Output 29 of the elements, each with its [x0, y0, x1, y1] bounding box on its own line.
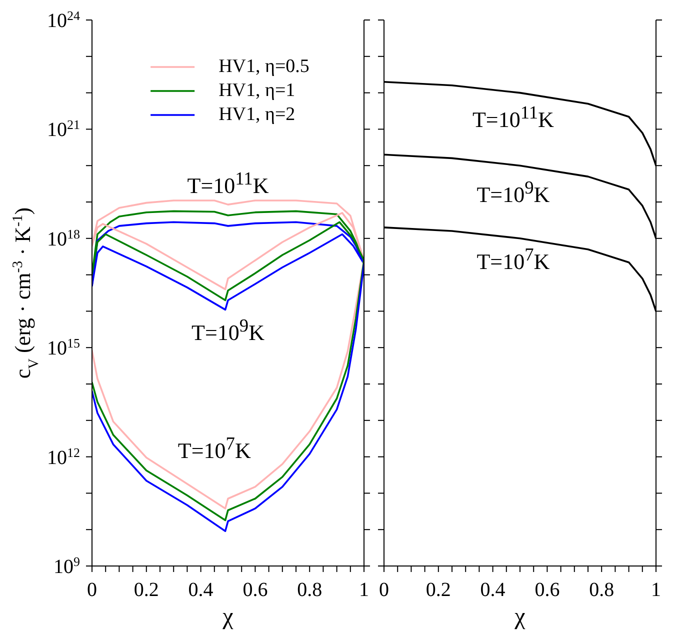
- x-tick-label: 0.8: [297, 579, 322, 601]
- x-tick-label: 0.8: [589, 579, 614, 601]
- y-tick-label: 10$^{18}$: [47, 226, 80, 250]
- x-tick-label: 0.4: [188, 579, 214, 601]
- annotation: T=10$^{11}$K: [472, 102, 554, 134]
- y-tick-label: 10$^{12}$: [47, 444, 80, 469]
- y-tick-label: 10$^{9}$: [54, 554, 80, 578]
- x-tick-label: 0.2: [426, 579, 451, 601]
- annotation: T=10$^{9}$K: [192, 316, 264, 347]
- y-tick-label: 10$^{15}$: [47, 335, 80, 360]
- legend-label: HV1, η=2: [218, 104, 296, 126]
- annotation: T=10$^{11}$K: [187, 168, 269, 200]
- x-tick-label: 0.4: [480, 579, 506, 601]
- legend-label: HV1, η=1: [218, 80, 296, 102]
- x-axis-title: χ: [222, 604, 234, 630]
- x-tick-label: 0.6: [242, 579, 268, 601]
- y-tick-label: 10$^{21}$: [47, 116, 80, 142]
- x-tick-label: 1: [359, 579, 369, 601]
- x-tick-label: 0: [87, 579, 97, 601]
- y-tick-label: 10$^{24}$: [47, 8, 80, 32]
- x-tick-label: 0.2: [134, 579, 159, 601]
- x-tick-label: 0: [379, 579, 389, 601]
- x-tick-label: 0.6: [534, 579, 560, 601]
- annotation: T=10$^{7}$K: [476, 244, 550, 276]
- legend-label: HV1, η=0.5: [218, 56, 310, 78]
- annotation: T=10$^{7}$K: [178, 433, 251, 464]
- annotation: T=10$^{9}$K: [476, 177, 550, 208]
- x-tick-label: 1: [651, 579, 661, 601]
- x-axis-title: χ: [514, 604, 526, 630]
